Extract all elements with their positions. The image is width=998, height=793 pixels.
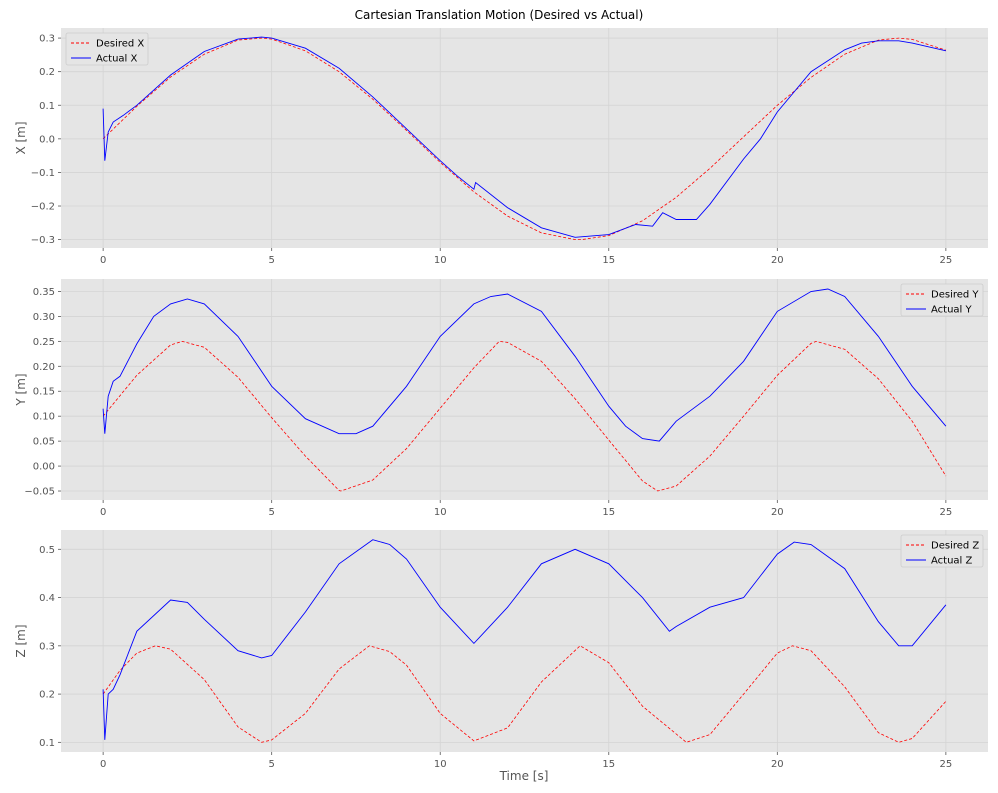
plot-area (61, 28, 988, 248)
x-tick-label: 25 (939, 759, 952, 770)
x-tick-label: 15 (602, 255, 615, 266)
actual-series-line (102, 36, 947, 238)
legend: Desired Z Actual Z (900, 534, 984, 568)
y-tick-label: 0.00 (33, 462, 55, 473)
y-tick-label: 0.1 (39, 738, 55, 749)
y-tick-label: 0.0 (39, 134, 55, 145)
y-tick-label: 0.15 (33, 387, 55, 398)
plot-area (61, 279, 988, 500)
y-tick-label: 0.5 (39, 545, 55, 556)
x-tick-label: 0 (100, 507, 106, 518)
x-tick-label: 25 (939, 255, 952, 266)
figure-title: Cartesian Translation Motion (Desired vs… (355, 8, 644, 22)
y-tick-label: 0.1 (39, 101, 55, 112)
y-tick-label: −0.3 (31, 235, 55, 246)
subplot-2: 0 5 10 15 20 25 −0.05 0.00 0.05 0.10 0.15 0.20 0.25 0… (14, 279, 988, 518)
legend-label: Desired Y (931, 290, 979, 301)
y-tick-label: 0.3 (39, 641, 55, 652)
legend-frame (65, 32, 149, 66)
y-tick-label: 0.4 (39, 593, 55, 604)
x-tick-label: 15 (602, 759, 615, 770)
legend-label: Desired Z (931, 541, 979, 552)
legend-label: Desired X (96, 39, 144, 50)
subplot-1: 0 5 10 15 20 25 −0.3 −0.2 −0.1 0.0 0.1 0.2 0.3 X [m] D… (14, 28, 988, 266)
legend: Desired X Actual X (65, 32, 149, 66)
desired-series-line (102, 645, 947, 743)
y-tick-label: 0.20 (33, 362, 55, 373)
legend: Desired Y Actual Y (900, 283, 984, 317)
desired-series-line (102, 340, 947, 492)
x-tick-label: 10 (434, 759, 447, 770)
legend-label: Actual X (96, 54, 138, 65)
x-tick-label: 20 (771, 759, 784, 770)
y-tick-label: 0.10 (33, 412, 55, 423)
subplot-3: 0 5 10 15 20 25 0.1 0.2 0.3 0.4 0.5 Z [m] Desired Z A… (14, 530, 988, 770)
x-tick-label: 20 (771, 507, 784, 518)
desired-series-line (102, 37, 947, 240)
y-tick-label: 0.05 (33, 437, 55, 448)
x-tick-label: 10 (434, 507, 447, 518)
x-tick-label: 0 (100, 255, 106, 266)
y-axis-label: Z [m] (14, 624, 28, 657)
y-tick-label: 0.2 (39, 690, 55, 701)
y-tick-label: 0.35 (33, 287, 55, 298)
x-tick-label: 15 (602, 507, 615, 518)
y-axis-label: X [m] (14, 121, 28, 154)
x-tick-label: 10 (434, 255, 447, 266)
y-tick-label: −0.1 (31, 168, 55, 179)
y-axis-label: Y [m] (14, 373, 28, 406)
x-tick-label: 5 (268, 507, 274, 518)
y-tick-label: 0.2 (39, 67, 55, 78)
x-tick-label: 5 (268, 759, 274, 770)
x-axis-label: Time [s] (499, 769, 549, 783)
y-tick-label: 0.30 (33, 312, 55, 323)
legend-frame (900, 534, 984, 568)
legend-label: Actual Y (931, 305, 973, 316)
plot-area (61, 530, 988, 752)
x-tick-label: 0 (100, 759, 106, 770)
y-tick-label: 0.25 (33, 337, 55, 348)
actual-series-line (102, 288, 947, 442)
x-tick-label: 20 (771, 255, 784, 266)
y-tick-label: −0.2 (31, 202, 55, 213)
y-tick-label: −0.05 (24, 487, 55, 498)
legend-label: Actual Z (931, 556, 973, 567)
legend-frame (900, 283, 984, 317)
subplots: 0 5 10 15 20 25 −0.3 −0.2 −0.1 0.0 0.1 0.2 0.3 X [m] D… (14, 28, 988, 770)
y-tick-label: 0.3 (39, 34, 55, 45)
x-tick-label: 25 (939, 507, 952, 518)
x-tick-label: 5 (268, 255, 274, 266)
actual-series-line (102, 539, 947, 740)
